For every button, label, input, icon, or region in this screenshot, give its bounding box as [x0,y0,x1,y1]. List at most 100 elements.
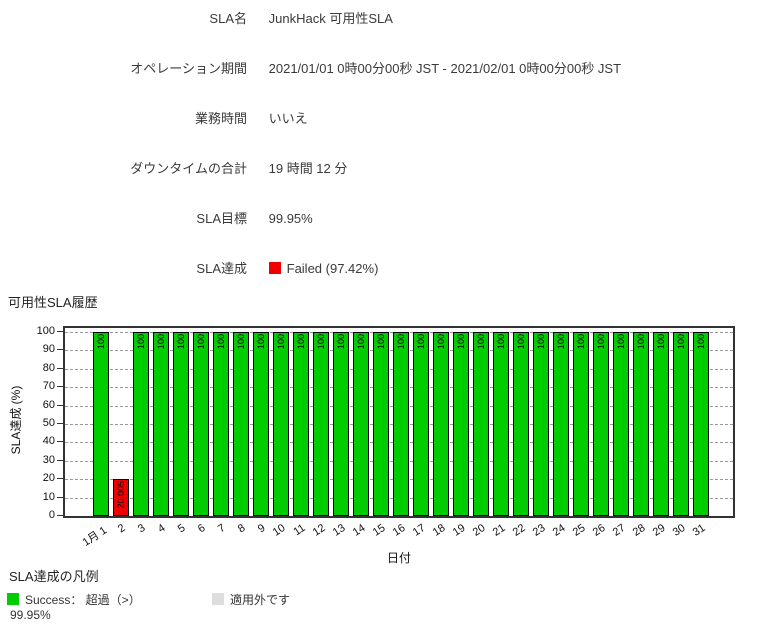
sla-bar-day-19[interactable]: 100 [453,332,469,516]
sla-bar-day-23[interactable]: 100 [533,332,549,516]
bar-value-label: 100 [356,334,366,350]
sla-bar-day-12[interactable]: 100 [313,332,329,516]
sla-bar-day-15[interactable]: 100 [373,332,389,516]
success-swatch [7,593,19,605]
operation-period-value: 2021/01/01 0時00分00秒 JST - 2021/02/01 0時0… [268,61,622,76]
sla-bar-day-14[interactable]: 100 [353,332,369,516]
legend-success-label: Success： 超過（>） [25,593,141,607]
info-row-total-downtime: ダウンタイムの合計 19 時間 12 分 [0,160,759,210]
y-tick-label: 10 [42,490,55,503]
info-row-operation-period: オペレーション期間 2021/01/01 0時00分00秒 JST - 2021… [0,60,759,110]
sla-legend: SLA達成の凡例 Success： 超過（>） 適用外です 99.95% [0,566,759,623]
sla-bar-day-22[interactable]: 100 [513,332,529,516]
bar-value-label: 100 [696,334,706,350]
sla-report-info: SLA名 JunkHack 可用性SLA オペレーション期間 2021/01/0… [0,10,759,310]
sla-bar-day-25[interactable]: 100 [573,332,589,516]
bar-value-label: 100 [596,334,606,350]
y-tick-label: 40 [42,435,55,448]
bar-value-label: 100 [376,334,386,350]
sla-bar-day-2[interactable]: 20.005 [113,479,129,516]
bar-value-label: 100 [576,334,586,350]
y-tick-label: 0 [48,509,55,521]
legend-na-label: 適用外です [230,593,291,607]
y-tick-label: 30 [42,453,55,466]
chart-plot-area: 100 20.005 100 100 100 100 100 100 100 100 100 100 1… [63,326,735,518]
sla-bar-day-31[interactable]: 100 [693,332,709,516]
info-row-sla-name: SLA名 JunkHack 可用性SLA [0,10,759,60]
sla-bar-day-9[interactable]: 100 [253,332,269,516]
bar-value-label: 100 [316,334,326,350]
bar-value-label: 100 [456,334,466,350]
bar-value-label: 100 [436,334,446,350]
sla-bar-day-1月1[interactable]: 100 [93,332,109,516]
bar-value-label: 100 [636,334,646,350]
total-downtime-label: ダウンタイムの合計 [130,161,247,176]
bar-value-label: 100 [296,334,306,350]
bar-value-label: 100 [156,334,166,350]
y-tick-label: 90 [42,343,55,356]
info-row-business-hours: 業務時間 いいえ [0,110,759,160]
sla-bar-day-16[interactable]: 100 [393,332,409,516]
bar-value-label: 100 [416,334,426,350]
y-tick-mark [57,496,63,498]
sla-bar-day-21[interactable]: 100 [493,332,509,516]
sla-bar-day-30[interactable]: 100 [673,332,689,516]
y-tick-mark [57,478,63,480]
sla-bar-day-3[interactable]: 100 [133,332,149,516]
business-hours-label: 業務時間 [194,111,247,126]
sla-bar-day-20[interactable]: 100 [473,332,489,516]
bar-value-label: 100 [536,334,546,350]
bar-value-label: 100 [176,334,186,350]
legend-title: SLA達成の凡例 [9,569,99,584]
bar-value-label: 100 [216,334,226,350]
sla-bar-day-10[interactable]: 100 [273,332,289,516]
sla-name-label: SLA名 [209,11,247,26]
sla-bar-day-26[interactable]: 100 [593,332,609,516]
y-tick-label: 50 [42,417,55,429]
sla-bar-day-18[interactable]: 100 [433,332,449,516]
y-tick-mark [57,331,63,332]
operation-period-label: オペレーション期間 [130,61,247,76]
legend-success-threshold: 99.95% [10,608,51,622]
y-tick-mark [57,441,63,443]
y-tick-label: 20 [42,472,55,485]
business-hours-value: いいえ [268,111,308,126]
sla-target-value: 99.95% [268,211,313,226]
failed-status-swatch [268,262,281,274]
sla-bar-day-24[interactable]: 100 [553,332,569,516]
legend-item-success: Success： 超過（>） [7,591,141,608]
bar-value-label: 100 [676,334,686,350]
sla-achievement-label: SLA達成 [196,261,247,276]
sla-bar-day-6[interactable]: 100 [193,332,209,516]
total-downtime-value: 19 時間 12 分 [268,161,348,176]
sla-bar-day-5[interactable]: 100 [173,332,189,516]
y-tick-mark [57,404,63,406]
y-tick-mark [57,515,63,516]
y-tick-mark [57,349,63,351]
y-tick-mark [57,386,63,388]
bar-value-label: 100 [276,334,286,350]
availability-sla-history-chart: 可用性SLA履歴 SLA達成 (%) 100 20.005 100 100 100 100… [0,288,759,568]
y-tick-label: 80 [42,361,55,374]
sla-bar-day-7[interactable]: 100 [213,332,229,516]
bar-value-label: 100 [256,334,266,350]
sla-bar-day-29[interactable]: 100 [653,332,669,516]
sla-target-label: SLA目標 [196,211,247,226]
sla-bar-day-17[interactable]: 100 [413,332,429,516]
bar-value-label: 100 [516,334,526,350]
sla-bar-day-4[interactable]: 100 [153,332,169,516]
bar-value-label: 20.005 [116,481,126,509]
sla-bar-day-11[interactable]: 100 [293,332,309,516]
sla-bar-day-27[interactable]: 100 [613,332,629,516]
y-tick-label: 70 [42,380,55,393]
bar-value-label: 100 [496,334,506,350]
chart-title: 可用性SLA履歴 [8,295,98,310]
legend-items: Success： 超過（>） 適用外です 99.95% [0,591,759,623]
sla-bar-day-13[interactable]: 100 [333,332,349,516]
y-tick-label: 100 [36,325,55,337]
sla-name-value: JunkHack 可用性SLA [268,11,393,26]
bar-value-label: 100 [656,334,666,350]
sla-bar-day-8[interactable]: 100 [233,332,249,516]
y-tick-mark [57,423,63,424]
sla-bar-day-28[interactable]: 100 [633,332,649,516]
